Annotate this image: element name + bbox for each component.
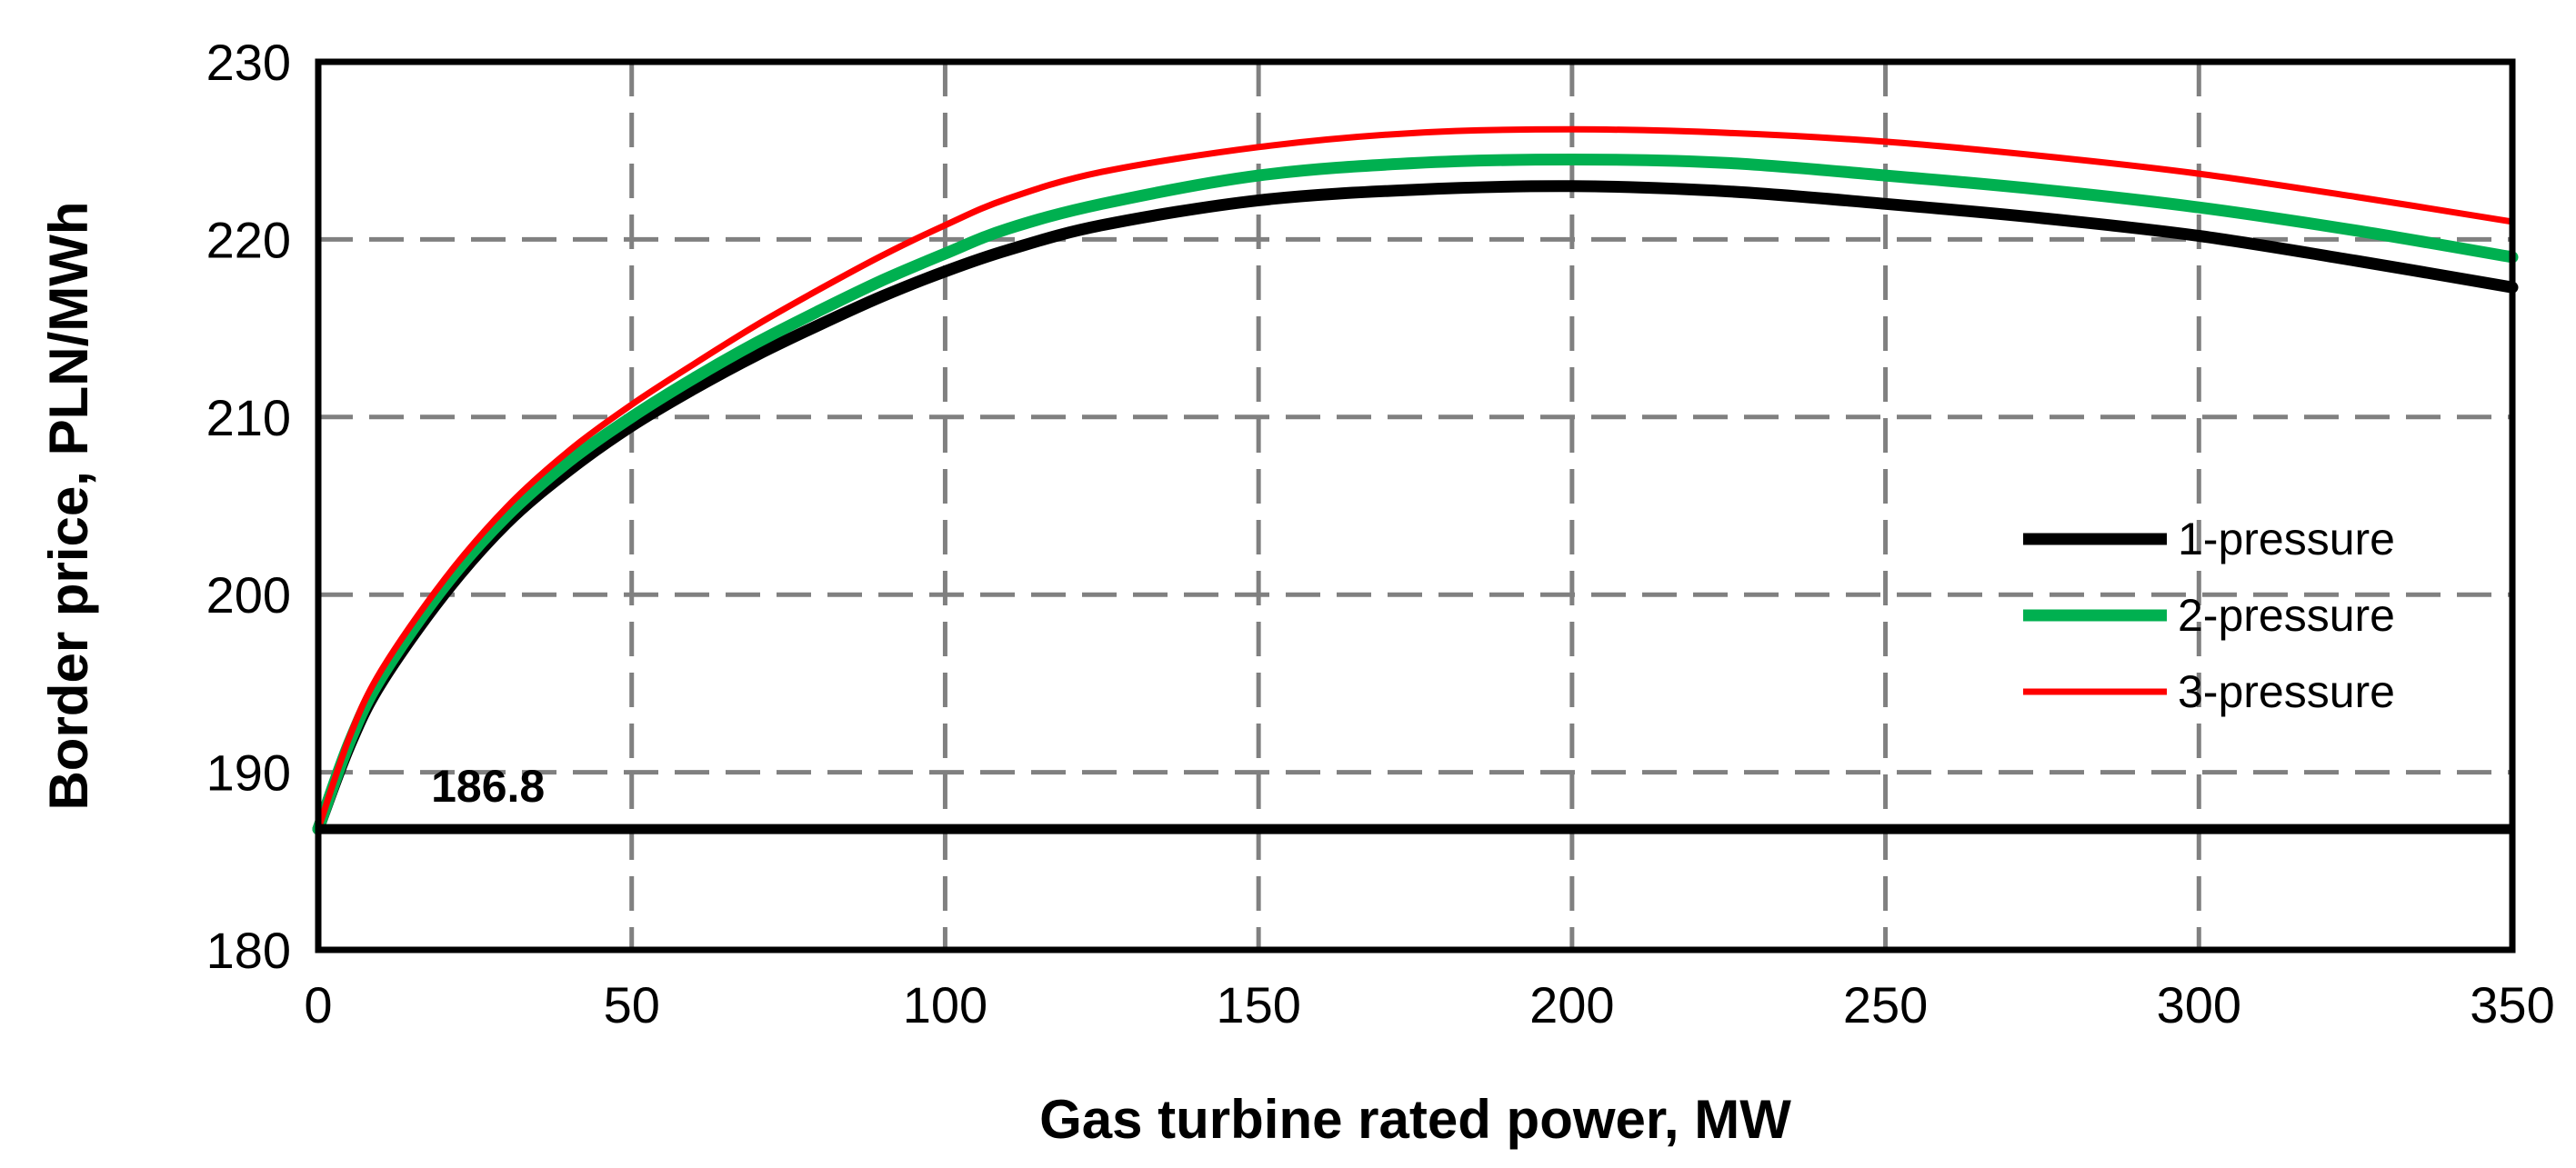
plot-area-frame (315, 58, 2516, 953)
y-tick-label: 230 (206, 34, 291, 91)
legend-label: 1-pressure (2178, 514, 2395, 564)
reference-line-label: 186.8 (431, 761, 545, 812)
legend: 1-pressure 2-pressure 3-pressure (2023, 514, 2395, 717)
y-tick-label: 180 (206, 922, 291, 979)
x-tick-label: 0 (304, 976, 332, 1033)
legend-label: 2-pressure (2178, 590, 2395, 641)
x-tick-label: 350 (2470, 976, 2554, 1033)
y-tick-label: 210 (206, 389, 291, 446)
x-tick-label: 150 (1216, 976, 1300, 1033)
grid-lines (318, 62, 2512, 950)
legend-label: 3-pressure (2178, 666, 2395, 717)
x-tick-labels: 0 50 100 150 200 250 300 350 (304, 976, 2554, 1033)
y-axis-title: Border price, PLN/MWh (38, 201, 99, 810)
series-line-3-pressure (315, 125, 2516, 833)
x-tick-label: 50 (604, 976, 660, 1033)
x-axis-title: Gas turbine rated power, MW (1039, 1089, 1791, 1150)
y-tick-label: 220 (206, 211, 291, 268)
series-lines (312, 125, 2519, 835)
y-tick-label: 200 (206, 566, 291, 624)
x-tick-label: 100 (903, 976, 987, 1033)
series-line-2-pressure (312, 154, 2519, 835)
x-tick-label: 200 (1529, 976, 1614, 1033)
x-tick-label: 250 (1843, 976, 1928, 1033)
y-tick-label: 190 (206, 744, 291, 802)
y-tick-labels: 180 190 200 210 220 230 (206, 34, 291, 979)
x-tick-label: 300 (2157, 976, 2241, 1033)
